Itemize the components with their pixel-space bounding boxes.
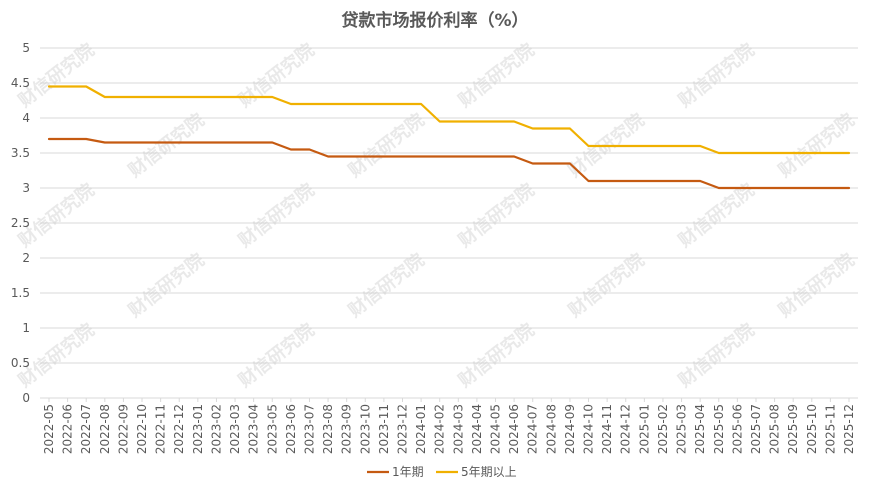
x-tick-label: 2024-03 xyxy=(451,404,465,454)
x-tick-label: 2024-06 xyxy=(507,404,521,454)
y-tick-label: 2 xyxy=(22,251,30,265)
x-tick-label: 2025-02 xyxy=(656,404,670,454)
x-tick-label: 2024-12 xyxy=(619,404,633,454)
watermark-text: 财信研究院 xyxy=(674,39,758,112)
x-tick-label: 2023-01 xyxy=(191,404,205,454)
x-tick-label: 2022-07 xyxy=(79,404,93,454)
watermark-text: 财信研究院 xyxy=(124,109,208,182)
x-tick-label: 2025-11 xyxy=(823,404,837,454)
x-tick-label: 2025-09 xyxy=(786,404,800,454)
watermark-text: 财信研究院 xyxy=(454,319,538,392)
watermark-text: 财信研究院 xyxy=(774,109,858,182)
watermark-text: 财信研究院 xyxy=(234,39,318,112)
x-tick-label: 2023-07 xyxy=(302,404,316,454)
x-tick-label: 2022-08 xyxy=(98,404,112,454)
x-tick-label: 2024-01 xyxy=(414,404,428,454)
x-tick-label: 2025-03 xyxy=(675,404,689,454)
series-line-5y xyxy=(47,85,851,155)
watermark-text: 财信研究院 xyxy=(454,39,538,112)
watermark-text: 财信研究院 xyxy=(674,319,758,392)
y-tick-label: 1.5 xyxy=(11,286,30,300)
watermark-text: 财信研究院 xyxy=(344,249,428,322)
x-tick-label: 2024-08 xyxy=(544,404,558,454)
watermark-text: 财信研究院 xyxy=(564,249,648,322)
gridlines xyxy=(40,47,858,399)
chart-title: 贷款市场报价利率（%） xyxy=(341,10,528,31)
x-tick-label: 2023-09 xyxy=(340,404,354,454)
x-tick-label: 2022-10 xyxy=(135,404,149,454)
y-tick-label: 3 xyxy=(22,181,30,195)
x-tick-label: 2022-05 xyxy=(42,404,56,454)
watermark-text: 财信研究院 xyxy=(234,319,318,392)
x-tick-label: 2024-02 xyxy=(433,404,447,454)
series-line-1y xyxy=(47,137,851,190)
x-tick-label: 2023-02 xyxy=(209,404,223,454)
y-tick-label: 3.5 xyxy=(11,146,30,160)
watermark-text: 财信研究院 xyxy=(344,109,428,182)
x-tick-label: 2025-06 xyxy=(730,404,744,454)
x-tick-label: 2024-05 xyxy=(489,404,503,454)
x-tick-label: 2023-10 xyxy=(358,404,372,454)
x-tick-label: 2023-06 xyxy=(284,404,298,454)
x-tick-label: 2025-12 xyxy=(842,404,856,454)
legend-label: 1年期 xyxy=(392,465,424,479)
x-tick-label: 2023-03 xyxy=(228,404,242,454)
y-tick-label: 0.5 xyxy=(11,356,30,370)
x-tick-label: 2025-10 xyxy=(805,404,819,454)
y-tick-label: 5 xyxy=(22,41,30,55)
x-tick-label: 2023-12 xyxy=(395,404,409,454)
x-axis: 2022-05 2022-06 2022-07 2022-08 2022-09 2022-… xyxy=(42,398,856,454)
x-tick-label: 2023-04 xyxy=(247,404,261,454)
y-axis: 0 0.5 1 1.5 2 2.5 3 3.5 4 4.5 5 xyxy=(11,41,30,405)
legend: 1年期 5年期以上 xyxy=(367,465,517,479)
watermark-text: 财信研究院 xyxy=(124,249,208,322)
watermark-text: 财信研究院 xyxy=(234,179,318,252)
x-tick-label: 2022-12 xyxy=(172,404,186,454)
x-tick-label: 2022-06 xyxy=(61,404,75,454)
x-tick-label: 2025-04 xyxy=(693,404,707,454)
x-tick-label: 2023-05 xyxy=(265,404,279,454)
x-tick-label: 2024-04 xyxy=(470,404,484,454)
x-tick-label: 2024-10 xyxy=(582,404,596,454)
x-tick-label: 2023-11 xyxy=(377,404,391,454)
x-tick-label: 2025-01 xyxy=(637,404,651,454)
y-tick-label: 4.5 xyxy=(11,76,30,90)
series-lines xyxy=(47,85,851,190)
x-tick-label: 2025-05 xyxy=(712,404,726,454)
x-tick-label: 2025-08 xyxy=(768,404,782,454)
x-tick-label: 2023-08 xyxy=(321,404,335,454)
watermark-text: 财信研究院 xyxy=(774,249,858,322)
legend-label: 5年期以上 xyxy=(461,465,517,479)
y-tick-label: 0 xyxy=(22,391,30,405)
watermark-text: 财信研究院 xyxy=(674,179,758,252)
x-tick-label: 2022-09 xyxy=(116,404,130,454)
x-tick-label: 2024-09 xyxy=(563,404,577,454)
x-tick-label: 2022-11 xyxy=(154,404,168,454)
y-tick-label: 4 xyxy=(22,111,30,125)
x-tick-label: 2025-07 xyxy=(749,404,763,454)
y-tick-label: 2.5 xyxy=(11,216,30,230)
x-tick-label: 2024-11 xyxy=(600,404,614,454)
y-tick-label: 1 xyxy=(22,321,30,335)
x-tick-label: 2024-07 xyxy=(526,404,540,454)
watermark-text: 财信研究院 xyxy=(454,179,538,252)
